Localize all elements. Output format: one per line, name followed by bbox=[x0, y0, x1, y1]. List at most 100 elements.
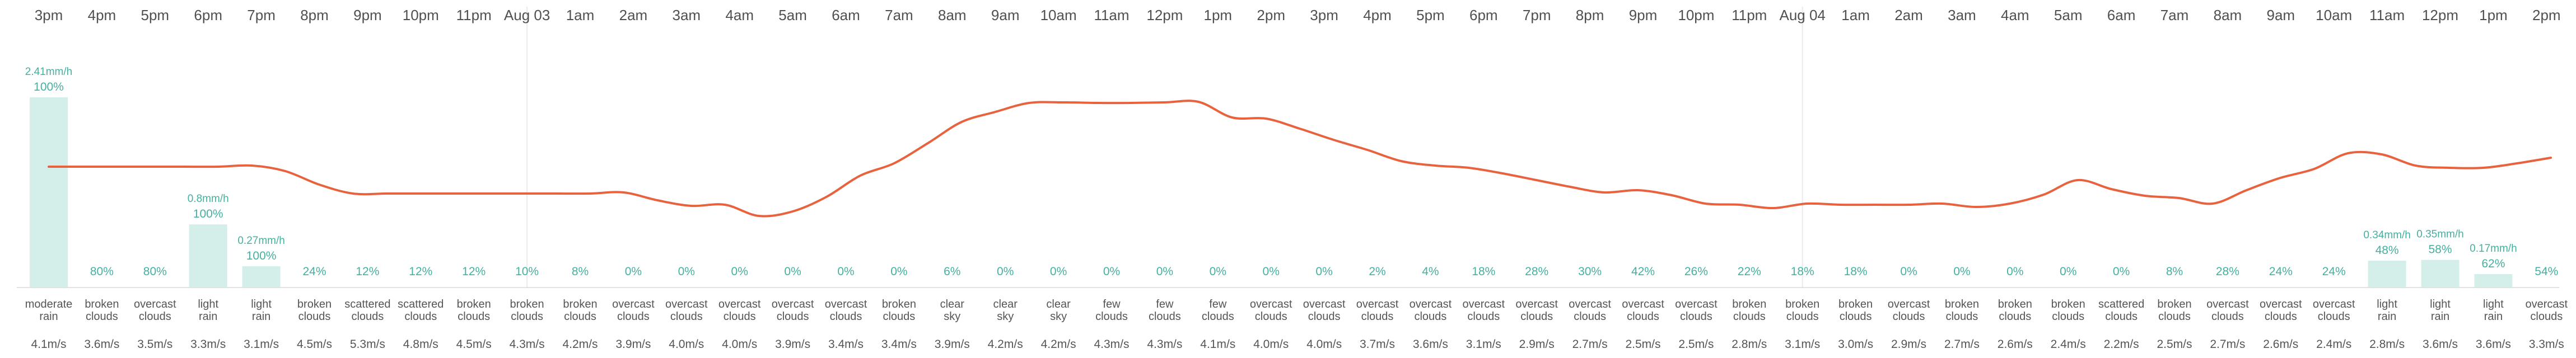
weather-description: clouds bbox=[883, 310, 915, 323]
weather-description: clouds bbox=[1308, 310, 1341, 323]
wind-speed: 4.3m/s bbox=[1147, 338, 1182, 351]
precipitation-probability: 80% bbox=[143, 265, 167, 278]
wind-speed: 3.0m/s bbox=[1838, 338, 1873, 351]
weather-description: overcast bbox=[1569, 298, 1611, 310]
hour-label: 8am bbox=[2214, 7, 2242, 23]
precipitation-probability: 0% bbox=[2006, 265, 2023, 278]
precipitation-probability: 18% bbox=[1472, 265, 1495, 278]
hour-label: 5am bbox=[778, 7, 807, 23]
precipitation-probability: 24% bbox=[2269, 265, 2293, 278]
weather-description: broken bbox=[1785, 298, 1819, 310]
weather-description: broken bbox=[457, 298, 491, 310]
precipitation-bars bbox=[30, 97, 2513, 288]
hour-label: 10am bbox=[1040, 7, 1077, 23]
weather-description: clouds bbox=[830, 310, 862, 323]
weather-description: few bbox=[1209, 298, 1227, 310]
weather-description: broken bbox=[2157, 298, 2191, 310]
weather-description: overcast bbox=[2313, 298, 2355, 310]
wind-speed: 3.9m/s bbox=[775, 338, 810, 351]
wind-speed: 2.6m/s bbox=[2263, 338, 2298, 351]
weather-description: clouds bbox=[1893, 310, 1925, 323]
weather-description: overcast bbox=[718, 298, 761, 310]
precipitation-amount: 2.41mm/h bbox=[25, 66, 72, 78]
precipitation-probability: 42% bbox=[1631, 265, 1655, 278]
weather-description: scattered bbox=[344, 298, 390, 310]
precipitation-amount: 0.34mm/h bbox=[2363, 229, 2410, 241]
wind-speed: 4.3m/s bbox=[1094, 338, 1129, 351]
wind-speed: 2.8m/s bbox=[1732, 338, 1767, 351]
hour-label: 6am bbox=[832, 7, 860, 23]
hour-label: 8pm bbox=[1576, 7, 1604, 23]
wind-speed: 3.4m/s bbox=[828, 338, 864, 351]
wind-speed: 4.1m/s bbox=[1200, 338, 1235, 351]
wind-speed: 2.2m/s bbox=[2104, 338, 2139, 351]
wind-speed: 3.3m/s bbox=[2529, 338, 2564, 351]
weather-description: broken bbox=[563, 298, 597, 310]
wind-speed: 2.8m/s bbox=[2369, 338, 2405, 351]
weather-description: clouds bbox=[1680, 310, 1712, 323]
precipitation-probability: 18% bbox=[1791, 265, 1814, 278]
wind-speed: 4.1m/s bbox=[31, 338, 66, 351]
wind-speed: 2.7m/s bbox=[1572, 338, 1608, 351]
precipitation-bar bbox=[30, 97, 68, 288]
weather-description: clouds bbox=[2530, 310, 2563, 323]
weather-description: light bbox=[2483, 298, 2504, 310]
wind-speed: 2.9m/s bbox=[1891, 338, 1926, 351]
hour-label: 6pm bbox=[1469, 7, 1498, 23]
weather-description: overcast bbox=[1250, 298, 1292, 310]
wind-speed: 2.4m/s bbox=[2051, 338, 2086, 351]
wind-speed: 2.4m/s bbox=[2316, 338, 2351, 351]
weather-description: overcast bbox=[1356, 298, 1399, 310]
hour-label: 7am bbox=[2160, 7, 2189, 23]
precipitation-probability: 24% bbox=[2322, 265, 2346, 278]
weather-description: overcast bbox=[1303, 298, 1346, 310]
precipitation-probability: 62% bbox=[2481, 257, 2505, 270]
hour-label: 9pm bbox=[1629, 7, 1658, 23]
wind-speed: 2.5m/s bbox=[2157, 338, 2192, 351]
weather-description: overcast bbox=[1888, 298, 1930, 310]
precipitation-amount: 0.27mm/h bbox=[237, 235, 284, 247]
hour-label: 11pm bbox=[456, 7, 492, 23]
precipitation-probability: 0% bbox=[890, 265, 907, 278]
hour-label: 12pm bbox=[1146, 7, 1183, 23]
weather-description: broken bbox=[510, 298, 544, 310]
precipitation-bar bbox=[2421, 260, 2460, 288]
wind-speed: 4.2m/s bbox=[562, 338, 598, 351]
weather-description: clouds bbox=[404, 310, 437, 323]
precipitation-amount: 0.35mm/h bbox=[2416, 229, 2463, 241]
wind-speed: 3.1m/s bbox=[244, 338, 279, 351]
weather-description: scattered bbox=[2098, 298, 2144, 310]
precipitation-probability: 0% bbox=[731, 265, 748, 278]
precipitation-probability: 80% bbox=[90, 265, 114, 278]
weather-description: sky bbox=[944, 310, 960, 323]
hour-label: 1pm bbox=[1204, 7, 1233, 23]
precipitation-probability: 0% bbox=[1953, 265, 1970, 278]
weather-description: scattered bbox=[398, 298, 444, 310]
precipitation-probability: 12% bbox=[409, 265, 432, 278]
precipitation-probability: 0% bbox=[625, 265, 642, 278]
precipitation-bar bbox=[189, 224, 227, 288]
weather-description: clouds bbox=[1945, 310, 1978, 323]
weather-description: clouds bbox=[1467, 310, 1500, 323]
weather-description: clouds bbox=[2052, 310, 2084, 323]
weather-description: light bbox=[2377, 298, 2397, 310]
precipitation-probability: 4% bbox=[1422, 265, 1439, 278]
precipitation-probability: 0% bbox=[837, 265, 854, 278]
precipitation-probability: 48% bbox=[2376, 244, 2399, 257]
weather-description: clouds bbox=[1840, 310, 1872, 323]
wind-speed: 2.7m/s bbox=[2210, 338, 2245, 351]
hour-label: 7pm bbox=[247, 7, 276, 23]
hour-label: 11am bbox=[1094, 7, 1129, 23]
hour-label: 11am bbox=[2369, 7, 2405, 23]
precipitation-probability: 2% bbox=[1369, 265, 1385, 278]
wind-speed: 4.2m/s bbox=[988, 338, 1023, 351]
weather-description: clouds bbox=[511, 310, 543, 323]
wind-speed: 5.3m/s bbox=[350, 338, 385, 351]
precipitation-probability: 0% bbox=[784, 265, 801, 278]
weather-description: clouds bbox=[724, 310, 756, 323]
precipitation-probability: 0% bbox=[2060, 265, 2076, 278]
hour-label: 2am bbox=[619, 7, 648, 23]
precipitation-probability: 0% bbox=[1156, 265, 1173, 278]
weather-description: overcast bbox=[1463, 298, 1505, 310]
